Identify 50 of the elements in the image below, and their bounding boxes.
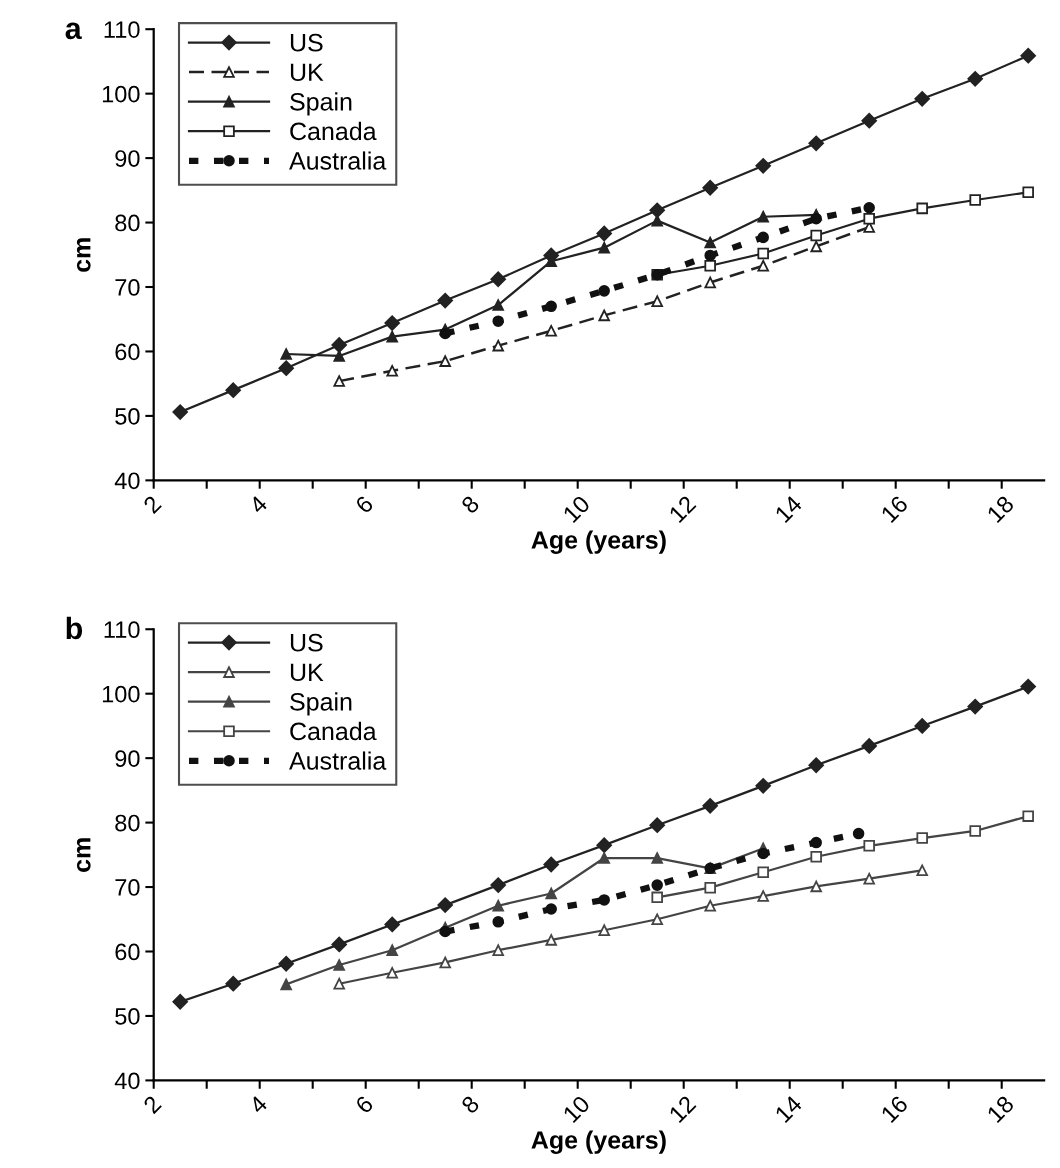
x-tick-label: 16 (880, 1094, 909, 1124)
x-tick-label: 4 (248, 494, 269, 515)
x-tick-label: 14 (774, 494, 803, 523)
legend-label: Spain (290, 692, 352, 716)
y-tick-label: 50 (115, 407, 140, 425)
x-tick-label: 4 (248, 1094, 269, 1115)
x-tick-label: 10 (562, 1094, 591, 1124)
y-tick-label: 60 (115, 343, 140, 361)
chart-title: a (65, 22, 82, 40)
chart-title: b (66, 616, 83, 640)
y-tick-label: 70 (115, 879, 140, 896)
legend-label: UK (290, 63, 324, 82)
y-tick-label: 110 (104, 21, 140, 38)
x-tick-label: 6 (354, 1094, 375, 1115)
legend-label: Spain (290, 92, 352, 116)
legend-label: US (290, 33, 323, 52)
x-tick-label: 14 (774, 1094, 803, 1123)
x-tick-label: 10 (562, 494, 591, 524)
legend-label: Canada (290, 721, 377, 741)
x-tick-label: 6 (354, 494, 375, 515)
y-tick-label: 110 (104, 621, 140, 639)
x-axis-title: Age (years) (531, 1130, 666, 1154)
x-tick-label: 16 (880, 494, 909, 524)
y-tick-label: 70 (115, 279, 140, 296)
x-tick-label: 2 (142, 494, 162, 515)
y-tick-label: 40 (114, 472, 140, 490)
legend-label: Australia (289, 151, 387, 170)
x-tick-label: 12 (668, 1094, 697, 1123)
x-tick-label: 8 (460, 1094, 481, 1115)
y-tick-label: 50 (115, 1008, 140, 1025)
y-tick-label: 80 (115, 214, 140, 232)
legend-label: US (290, 633, 323, 652)
y-tick-label: 60 (115, 943, 140, 961)
legend-label: Australia (289, 751, 387, 770)
y-tick-label: 90 (115, 150, 140, 167)
y-axis-title: cm (76, 838, 91, 872)
x-tick-label: 18 (986, 494, 1015, 524)
legend-label: Canada (290, 121, 377, 141)
x-tick-label: 18 (986, 1094, 1015, 1124)
legend-label: UK (290, 663, 324, 682)
x-tick-label: 12 (668, 494, 697, 523)
x-tick-label: 2 (142, 1094, 162, 1115)
y-tick-label: 80 (115, 814, 140, 832)
x-tick-label: 8 (460, 494, 481, 515)
y-axis-title: cm (76, 238, 91, 272)
y-tick-label: 40 (114, 1072, 140, 1090)
y-tick-label: 90 (115, 750, 140, 767)
y-tick-label: 100 (102, 85, 140, 103)
y-tick-label: 100 (102, 685, 140, 703)
x-axis-title: Age (years) (531, 530, 666, 554)
